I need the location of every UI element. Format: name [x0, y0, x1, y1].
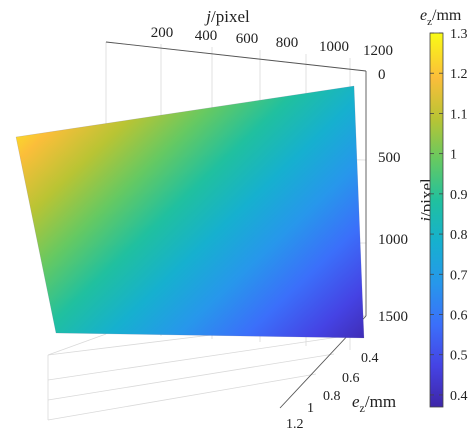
- z-tick-label: 0.6: [342, 371, 360, 386]
- y-tick-label: 500: [378, 150, 401, 166]
- x-tick-label: 800: [276, 35, 299, 51]
- colorbar-tick-label: 0.5: [450, 349, 468, 364]
- x-tick-label: 200: [151, 25, 174, 41]
- x-tick-label: 1200: [363, 43, 393, 59]
- colorbar-tick-label: 1: [450, 148, 457, 163]
- z-tick-label: 0.8: [323, 389, 341, 404]
- z-tick-label: 1: [307, 401, 314, 416]
- colorbar-tick-label: 1.2: [450, 67, 468, 82]
- colorbar: 1.3 1.2 1.1 1 0.9 0.8 0.7 0.6 0.5 0.4 ez/mm: [420, 7, 468, 408]
- colorbar-tick-label: 0.8: [450, 228, 468, 243]
- surface: [16, 86, 364, 338]
- surface-edge: [15, 85, 365, 339]
- x-tick-label: 600: [236, 31, 259, 47]
- colorbar-tick-label: 0.9: [450, 188, 468, 203]
- colorbar-tick-label: 0.4: [450, 389, 468, 404]
- y-axis-ticks: 0 500 1000 1500: [378, 67, 408, 325]
- colorbar-tick-label: 1.3: [450, 27, 468, 42]
- y-tick-label: 1500: [378, 309, 408, 325]
- z-axis-label: ez/mm: [352, 392, 396, 415]
- x-tick-label: 400: [195, 28, 218, 44]
- x-tick-label: 1000: [319, 39, 349, 55]
- y-tick-label: 0: [378, 67, 386, 83]
- z-axis-ticks: 0.40.60.8 11.2: [286, 351, 379, 432]
- x-axis-label: j/pixel: [204, 7, 250, 26]
- x-axis-ticks: 200 400 600 800 1000 1200: [151, 25, 393, 59]
- colorbar-tick-label: 0.6: [450, 309, 468, 324]
- colorbar-ticks: 1.3 1.2 1.1 1 0.9 0.8 0.7 0.6 0.5 0.4: [430, 27, 468, 404]
- z-tick-label: 0.4: [361, 351, 379, 366]
- colorbar-gradient: [429, 32, 444, 408]
- colorbar-tick-label: 0.7: [450, 268, 468, 283]
- y-tick-label: 1000: [378, 232, 408, 248]
- colorbar-tick-label: 1.1: [450, 107, 468, 122]
- colorbar-title: ez/mm: [420, 7, 462, 28]
- z-tick-label: 1.2: [286, 417, 304, 432]
